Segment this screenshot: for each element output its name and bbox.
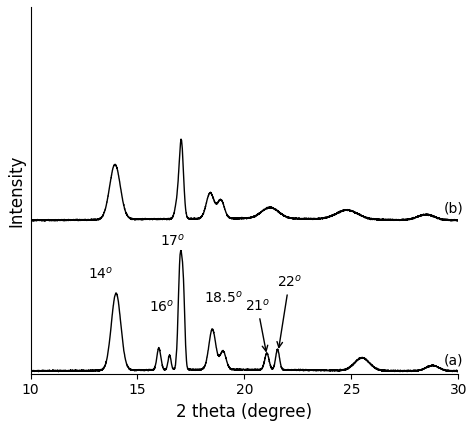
Y-axis label: Intensity: Intensity — [7, 154, 25, 226]
Text: 18.5$^o$: 18.5$^o$ — [204, 290, 242, 306]
Text: 16$^o$: 16$^o$ — [149, 299, 174, 315]
Text: 14$^o$: 14$^o$ — [89, 266, 114, 282]
Text: (a): (a) — [443, 354, 463, 368]
Text: (b): (b) — [443, 202, 463, 216]
Text: 22$^o$: 22$^o$ — [277, 273, 302, 348]
Text: 17$^o$: 17$^o$ — [160, 233, 185, 249]
Text: 21$^o$: 21$^o$ — [245, 297, 270, 351]
X-axis label: 2 theta (degree): 2 theta (degree) — [176, 403, 312, 421]
